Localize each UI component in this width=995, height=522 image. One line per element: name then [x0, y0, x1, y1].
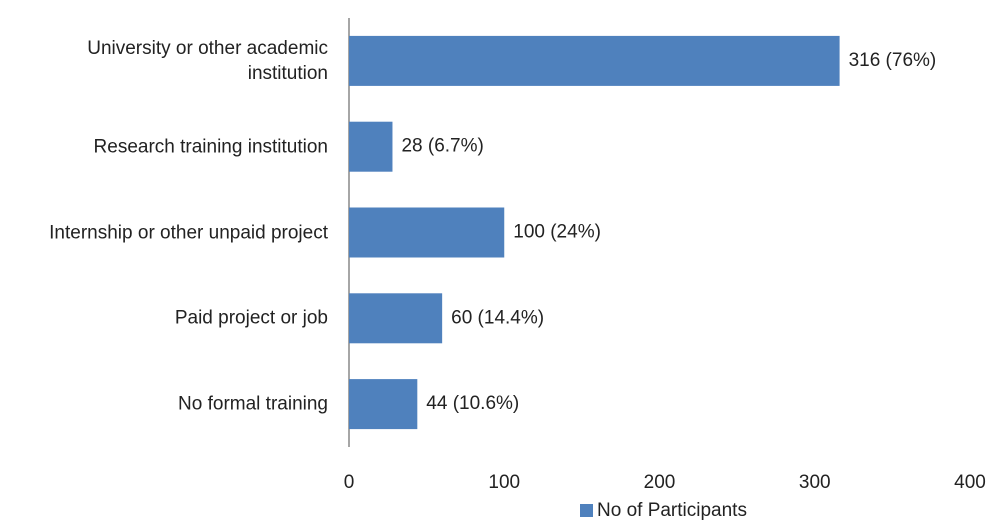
y-tick-label: Internship or other unpaid project [49, 222, 328, 243]
x-tick-label: 100 [488, 472, 520, 493]
data-label: 60 (14.4%) [451, 307, 544, 328]
y-tick-label: Research training institution [93, 136, 328, 158]
bar [349, 207, 505, 258]
data-label: 28 (6.7%) [401, 136, 483, 157]
y-tick-label: Paid project or job [174, 307, 328, 329]
bar [349, 379, 418, 430]
legend-swatch [580, 504, 593, 517]
data-label: 44 (10.6%) [426, 393, 519, 414]
y-tick-label: No formal training [178, 393, 328, 415]
x-tick-label: 0 [344, 472, 355, 493]
data-label: 316 (76%) [849, 50, 937, 71]
bar [349, 121, 393, 172]
x-tick-label: 300 [799, 472, 831, 493]
y-tick-label: University or other academic institution [87, 37, 328, 84]
x-tick-label: 400 [954, 472, 986, 493]
bar [349, 35, 840, 86]
data-label: 100 (24%) [513, 222, 601, 243]
x-tick-label: 200 [644, 472, 676, 493]
legend-label: No of Participants [597, 500, 747, 521]
bar [349, 293, 443, 344]
